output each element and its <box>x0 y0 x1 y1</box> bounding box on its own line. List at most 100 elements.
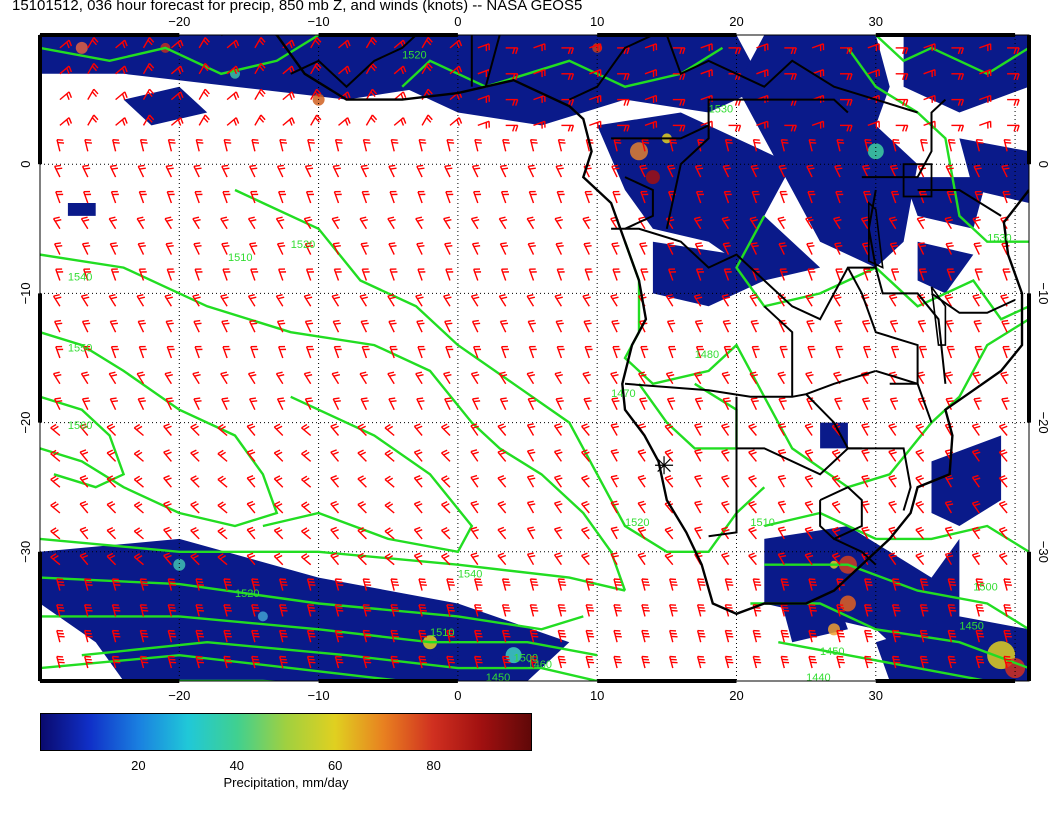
wind-barb <box>79 423 89 436</box>
wind-barb <box>497 552 507 566</box>
wind-barb <box>805 371 814 385</box>
wind-barb <box>334 578 344 591</box>
lon-tick-label-bottom: 0 <box>454 688 461 703</box>
wind-barb <box>443 293 452 307</box>
wind-barb <box>166 190 175 204</box>
wind-barb <box>979 120 992 129</box>
wind-barb <box>918 268 927 281</box>
wind-barb <box>617 124 630 132</box>
wind-barb <box>163 500 172 514</box>
wind-barb <box>836 629 845 643</box>
contour-line <box>262 395 474 554</box>
wind-barb <box>637 449 647 462</box>
wind-barb <box>721 449 730 462</box>
wind-barb <box>306 655 316 669</box>
wind-barb <box>557 604 567 617</box>
wind-barb <box>581 475 590 488</box>
wind-barb <box>610 474 619 488</box>
wind-barb <box>780 604 790 617</box>
wind-barb <box>867 120 880 129</box>
wind-barb <box>840 73 853 81</box>
wind-barb <box>273 423 284 436</box>
frame-bar-top <box>875 33 1016 37</box>
wind-barb <box>415 216 424 230</box>
wind-barb <box>944 526 954 540</box>
wind-barb <box>306 578 316 591</box>
wind-barb <box>473 345 482 359</box>
wind-barb <box>275 293 285 307</box>
wind-barb <box>728 47 742 55</box>
wind-barb <box>56 629 65 643</box>
wind-barb <box>610 423 619 436</box>
wind-barb <box>446 578 455 591</box>
wind-barb <box>561 73 575 81</box>
wind-barb <box>474 604 483 617</box>
wind-barb <box>137 242 146 255</box>
wind-barb <box>360 397 369 411</box>
wind-barb <box>470 293 480 307</box>
wind-barb <box>526 216 536 230</box>
wind-barb <box>470 216 480 230</box>
country-border <box>763 305 794 397</box>
wind-barb <box>637 474 647 488</box>
wind-barb <box>226 39 240 49</box>
wind-barb <box>106 475 117 488</box>
wind-barb <box>331 293 341 307</box>
wind-barb <box>163 423 172 436</box>
wind-barb <box>861 474 870 488</box>
wind-barb <box>190 501 200 514</box>
contour-label: 1520 <box>235 588 259 600</box>
wind-barb <box>526 371 536 385</box>
wind-barb <box>444 397 453 411</box>
wind-barb <box>863 268 872 281</box>
wind-barb <box>723 190 732 204</box>
wind-barb <box>384 475 395 488</box>
wind-barb <box>527 397 536 411</box>
contour-label: 1460 <box>528 659 552 671</box>
wind-barb <box>330 526 340 540</box>
wind-barb <box>728 124 742 132</box>
wind-barb <box>333 345 342 359</box>
wind-barb <box>193 397 202 411</box>
wind-barb <box>529 138 538 152</box>
wind-barb <box>195 578 205 591</box>
frame-bar-right <box>1027 35 1031 165</box>
wind-barb <box>81 397 91 411</box>
wind-barb <box>79 449 89 462</box>
map-title: 15101512, 036 hour forecast for precip, … <box>12 0 583 14</box>
wind-barb <box>919 629 929 643</box>
wind-barb <box>108 293 118 307</box>
wind-barb <box>638 371 647 385</box>
wind-barb <box>694 474 703 488</box>
precip-area <box>597 112 821 281</box>
wind-barb <box>279 655 288 669</box>
wind-barb <box>528 268 537 281</box>
wind-barb <box>359 293 368 307</box>
colorbar-tick-label: 60 <box>327 758 343 773</box>
wind-barb <box>390 604 400 617</box>
wind-barb <box>889 319 899 333</box>
lon-tick-label-top: 0 <box>454 14 461 29</box>
wind-barb <box>557 655 567 669</box>
wind-barb <box>890 268 899 281</box>
wind-barb <box>807 345 816 359</box>
wind-barb <box>359 371 368 385</box>
wind-barb <box>133 553 144 566</box>
wind-barb <box>556 190 565 204</box>
wind-barb <box>863 190 872 204</box>
wind-barb <box>888 474 897 488</box>
wind-barb <box>226 117 240 126</box>
wind-barb <box>979 69 992 78</box>
wind-barb <box>751 345 760 359</box>
wind-barb <box>581 449 590 462</box>
wind-barb <box>250 190 259 204</box>
wind-barb <box>920 138 928 152</box>
wind-barb <box>721 216 731 230</box>
wind-barb <box>501 604 511 617</box>
contour-label: 1450 <box>486 672 510 684</box>
wind-barb <box>1002 190 1011 204</box>
wind-barb <box>784 47 797 55</box>
contour-line <box>40 653 403 681</box>
wind-barb <box>165 164 174 178</box>
wind-barb <box>301 475 312 488</box>
